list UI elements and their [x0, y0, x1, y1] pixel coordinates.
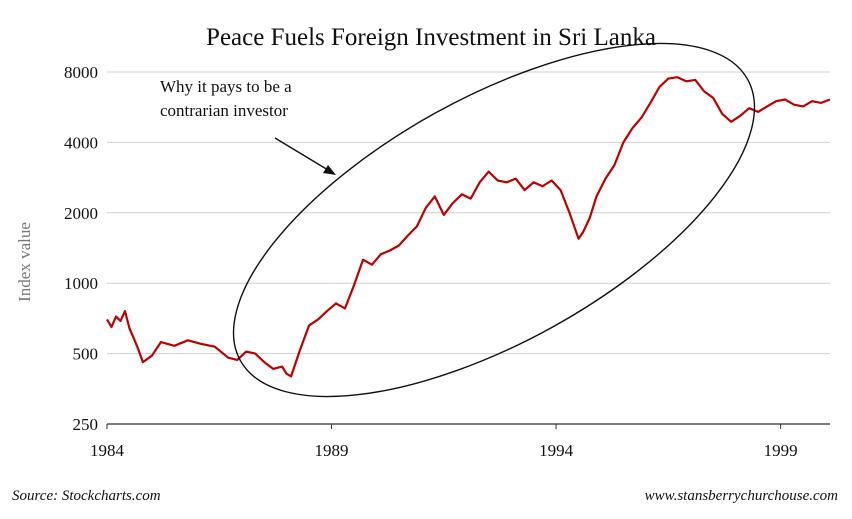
x-tick-label: 1994: [539, 441, 574, 460]
y-tick-label: 500: [73, 345, 99, 364]
y-tick-label: 2000: [64, 204, 98, 223]
y-axis-ticks: 250 500 1000 2000 4000 8000: [64, 63, 98, 434]
website-credit: www.stansberrychurchouse.com: [644, 488, 838, 504]
series-line-0: [106, 76, 831, 378]
y-axis-label: Index value: [15, 222, 34, 302]
annotation-arrow: [274, 137, 334, 174]
series-group: [106, 76, 831, 378]
y-tick-label: 4000: [64, 133, 98, 152]
gridlines: [107, 71, 830, 425]
x-tick-label: 1989: [315, 441, 349, 460]
annotation-line-1: Why it pays to be a: [160, 77, 292, 96]
chart-title: Peace Fuels Foreign Investment in Sri La…: [206, 24, 656, 51]
x-tick-label: 1984: [90, 441, 125, 460]
source-credit: Source: Stockcharts.com: [12, 488, 161, 504]
x-tick-label: 1999: [764, 441, 798, 460]
y-tick-label: 250: [73, 415, 99, 434]
annotation-line-2: contrarian investor: [160, 101, 288, 120]
annotation-arrowhead: [323, 165, 336, 175]
x-axis-ticks: 1984 1989 1994 1999: [90, 424, 798, 460]
y-tick-label: 1000: [64, 274, 98, 293]
y-tick-label: 8000: [64, 63, 98, 82]
annotation-ellipse: [232, 42, 756, 398]
